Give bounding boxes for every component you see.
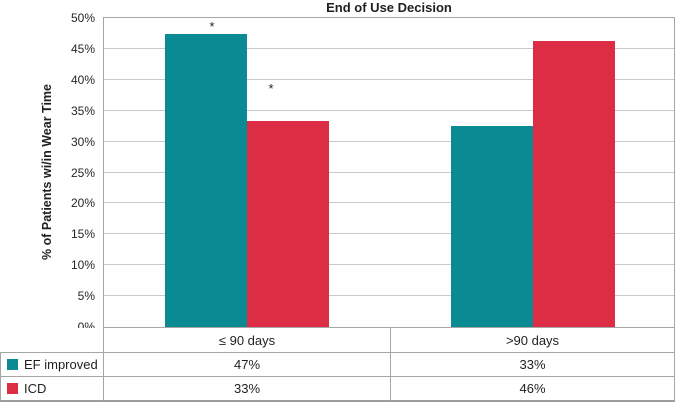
bar-icd-0 (247, 120, 329, 327)
legend-cell-icd: ICD (0, 377, 104, 402)
table-value-cell: 33% (104, 377, 391, 402)
y-axis-tick-label: 15% (70, 227, 95, 242)
gridline (104, 202, 674, 204)
table-value-cell: 46% (391, 377, 675, 402)
y-axis-tick-label: 35% (70, 103, 95, 118)
table-category-header: >90 days (391, 328, 675, 353)
legend-cell-ef-improved: EF improved (0, 353, 104, 377)
gridline (104, 47, 674, 49)
bar-ef-improved-1 (451, 125, 533, 327)
gridline (104, 140, 674, 142)
gridline (104, 78, 674, 80)
legend-label: ICD (24, 381, 47, 396)
table-value-cell: 33% (391, 353, 675, 377)
legend-label: EF improved (24, 357, 98, 372)
gridline (104, 171, 674, 173)
data-table: ≤ 90 days >90 days EF improved 47% 33% ICD 33%… (0, 328, 675, 402)
y-axis-ticks: 0% 5% 10% 15% 20% 25% 30% 35% 40% 45% 50% (0, 12, 103, 333)
gridline (104, 295, 674, 297)
y-axis-tick-label: 40% (70, 72, 95, 87)
y-axis-tick-label: 5% (77, 289, 95, 304)
table-value-cell: 47% (104, 353, 391, 377)
y-axis-tick-label: 45% (70, 41, 95, 56)
chart-title: End of Use Decision (326, 0, 452, 15)
table-corner-cell (0, 328, 104, 353)
y-axis-tick-label: 25% (70, 165, 95, 180)
bar-ef-improved-0 (165, 34, 247, 327)
gridline (104, 233, 674, 235)
y-axis-tick-label: 50% (70, 11, 95, 25)
bar-icd-1 (533, 40, 615, 327)
significance-asterisk: * (209, 19, 215, 35)
legend-swatch (7, 383, 18, 394)
y-axis-tick-label: 30% (70, 134, 95, 149)
legend-swatch (7, 359, 18, 370)
y-axis-tick-label: 10% (70, 258, 95, 273)
gridline (104, 264, 674, 266)
plot-area: * * (103, 17, 675, 328)
table-category-header: ≤ 90 days (104, 328, 391, 353)
y-axis-tick-label: 20% (70, 196, 95, 211)
significance-asterisk: * (268, 80, 274, 96)
gridline (104, 109, 674, 111)
